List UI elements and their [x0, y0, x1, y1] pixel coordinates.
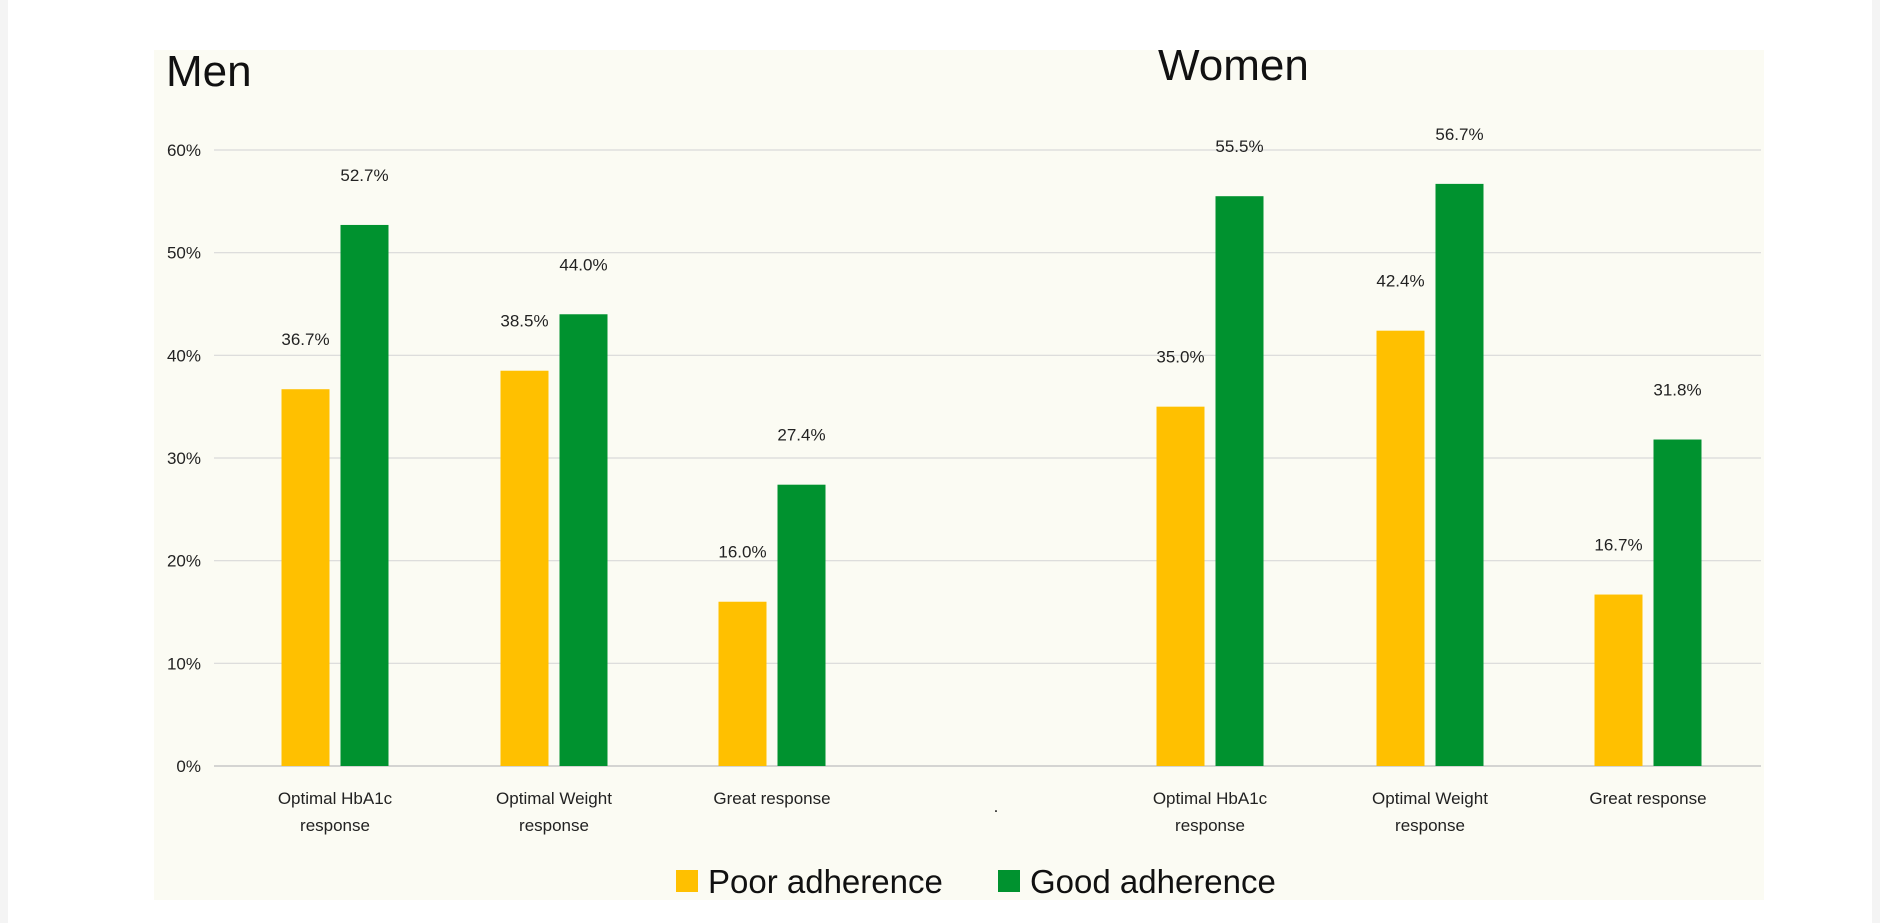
y-tick-label: 60%: [167, 141, 201, 160]
chart-figure: 0% 10% 20% 30% 40% 50% 60% 36.7% 38.5% 16.0% 52.7…: [8, 0, 1872, 923]
data-label: 55.5%: [1215, 137, 1263, 156]
bar: [281, 389, 330, 766]
legend: Poor adherence Good adherence: [676, 863, 1276, 900]
data-labels: 36.7% 38.5% 16.0% 52.7% 44.0% 27.4% 35.0% 42.4%…: [281, 125, 1701, 562]
bar: [777, 484, 826, 766]
category-label: response: [1175, 816, 1245, 835]
bar: [718, 601, 767, 766]
bar: [1435, 183, 1484, 766]
data-label: 27.4%: [777, 426, 825, 445]
data-label: 16.7%: [1594, 536, 1642, 555]
bar: [340, 224, 389, 767]
category-label: Optimal Weight: [1372, 789, 1488, 808]
y-tick-label: 50%: [167, 244, 201, 263]
category-label: Optimal HbA1c: [278, 789, 393, 808]
data-label: 56.7%: [1435, 125, 1483, 144]
category-label: Optimal Weight: [496, 789, 612, 808]
bar: [1653, 439, 1702, 766]
legend-label: Poor adherence: [708, 863, 943, 900]
data-label: 36.7%: [281, 330, 329, 349]
category-label: response: [300, 816, 370, 835]
legend-swatch: [676, 870, 698, 892]
category-labels: Optimal HbA1c response Optimal Weight respo…: [278, 789, 1707, 835]
plot-background: [154, 50, 1764, 900]
category-label: Great response: [1589, 789, 1706, 808]
data-label: 16.0%: [718, 543, 766, 562]
y-tick-label: 20%: [167, 552, 201, 571]
data-label: 31.8%: [1653, 381, 1701, 400]
category-label: response: [1395, 816, 1465, 835]
y-tick-label: 30%: [167, 449, 201, 468]
y-tick-label: 10%: [167, 654, 201, 673]
data-label: 38.5%: [500, 312, 548, 331]
gridlines: [214, 149, 1761, 767]
bar: [1215, 196, 1264, 766]
data-label: 44.0%: [559, 255, 607, 274]
bar: [1376, 330, 1425, 766]
bar: [559, 314, 608, 766]
y-tick-label: 0%: [176, 757, 201, 776]
legend-label: Good adherence: [1030, 863, 1276, 900]
bar-chart: 0% 10% 20% 30% 40% 50% 60% 36.7% 38.5% 16.0% 52.7…: [154, 41, 1764, 900]
bar: [1594, 594, 1643, 766]
category-label: response: [519, 816, 589, 835]
data-label: 42.4%: [1376, 272, 1424, 291]
bar: [1156, 406, 1205, 766]
y-axis-ticks: 0% 10% 20% 30% 40% 50% 60%: [167, 141, 201, 776]
panel-titles: Men Women: [166, 41, 1309, 96]
panel-title: Women: [1158, 41, 1309, 90]
y-tick-label: 40%: [167, 346, 201, 365]
panel-title: Men: [166, 47, 252, 96]
category-label: Great response: [713, 789, 830, 808]
bar: [500, 370, 549, 766]
data-label: 35.0%: [1156, 348, 1204, 367]
category-label: Optimal HbA1c: [1153, 789, 1268, 808]
data-label: 52.7%: [340, 166, 388, 185]
legend-swatch: [998, 870, 1020, 892]
bars: [281, 183, 1702, 767]
separator-label: .: [994, 797, 999, 816]
